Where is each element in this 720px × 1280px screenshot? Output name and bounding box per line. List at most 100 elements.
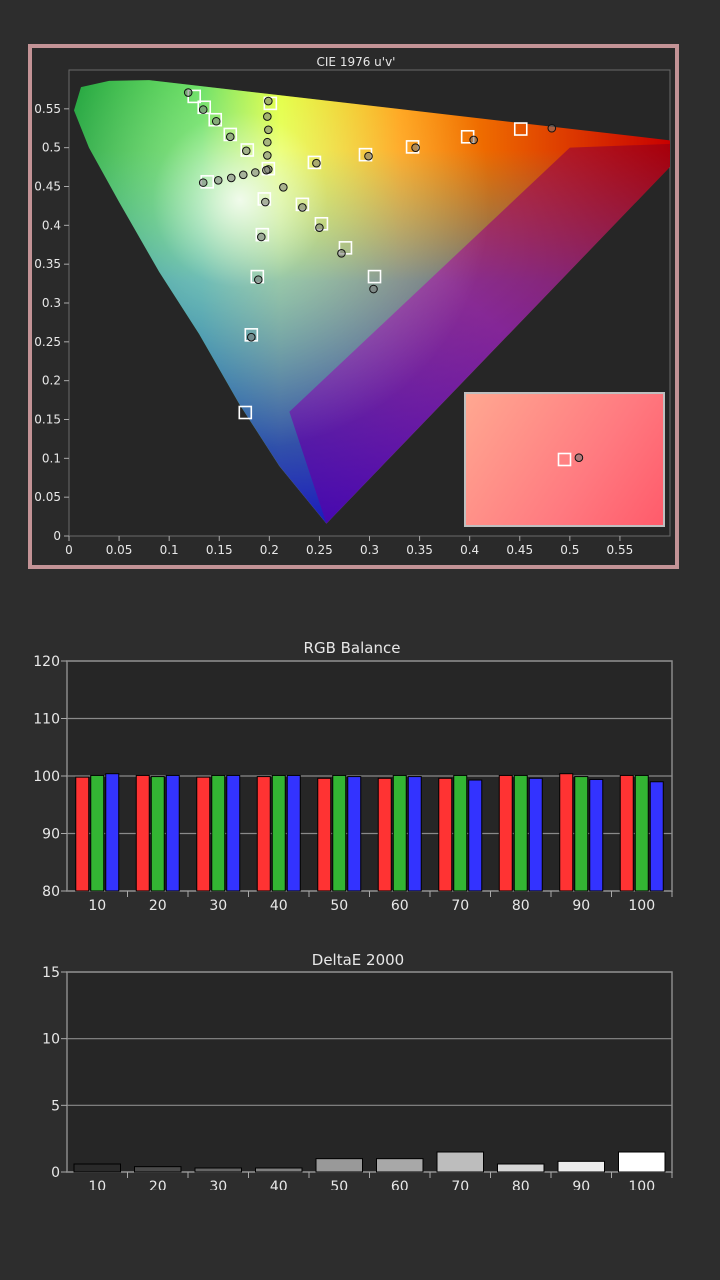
y-tick-label: 0 (51, 1165, 60, 1181)
y-tick-label: 100 (33, 769, 60, 785)
cie-y-tick: 0.05 (34, 490, 61, 504)
cie-x-tick: 0.35 (406, 543, 433, 557)
deltae-title: DeltaE 2000 (312, 951, 404, 969)
plot-area (66, 971, 673, 1173)
cie-y-tick: 0 (53, 529, 61, 543)
measured-point (369, 284, 378, 294)
cie-x-tick: 0.4 (460, 543, 479, 557)
bar (75, 776, 90, 892)
bar (271, 774, 286, 892)
target-square (208, 112, 223, 127)
bar (559, 773, 574, 892)
bar (135, 774, 150, 892)
x-tick-label: 90 (572, 898, 590, 914)
cie-y-tick: 0.55 (34, 102, 61, 116)
target-square (240, 143, 255, 157)
measured-point (211, 116, 221, 126)
cie-y-tick: 0.1 (42, 451, 61, 465)
cie-x-tick: 0.2 (260, 543, 279, 557)
cie-x-tick: 0.55 (607, 543, 634, 557)
measured-point (261, 197, 270, 207)
measured-point (198, 105, 208, 114)
cie-x-tick: 0.05 (106, 543, 133, 557)
bar (436, 1151, 484, 1173)
zoom-inset (464, 392, 665, 527)
measured-point (238, 170, 248, 180)
x-tick-label: 10 (88, 898, 106, 914)
x-tick-label: 70 (451, 898, 469, 914)
x-tick-label: 30 (209, 1179, 227, 1190)
bar (90, 774, 105, 892)
measured-point (241, 146, 251, 156)
y-tick-label: 80 (42, 884, 60, 900)
x-tick-label: 20 (149, 898, 167, 914)
bar (134, 1166, 182, 1173)
deltae-chart: DeltaE 2000 0 5 10 15 10 20 30 40 50 60 70 80 90 100 (42, 951, 673, 1190)
bar (589, 778, 604, 892)
bar (347, 776, 362, 892)
bar (196, 776, 211, 892)
bar (105, 773, 120, 892)
inset-measured-point (574, 453, 584, 463)
target-square (367, 269, 382, 284)
cie-y-tick: 0.45 (34, 180, 61, 194)
x-tick-label: 40 (270, 898, 288, 914)
bar (165, 774, 180, 892)
measured-point (315, 223, 324, 232)
measured-point (547, 123, 557, 133)
bar (194, 1167, 242, 1173)
measured-point (183, 88, 193, 97)
measured-point (198, 178, 208, 187)
y-tick-label: 10 (42, 1032, 60, 1048)
x-tick-label: 100 (628, 1179, 655, 1190)
measured-point (364, 151, 373, 161)
measured-point (469, 135, 478, 145)
rgb-balance-chart: RGB Balance 80 90 100 110 120 10 20 30 40 50 60 70 8… (33, 639, 673, 914)
bar (574, 776, 589, 892)
cie-y-tick: 0.2 (42, 374, 61, 388)
x-tick-label: 100 (628, 898, 655, 914)
measured-point (263, 137, 272, 147)
y-tick-label: 120 (33, 654, 60, 670)
bar (255, 1167, 303, 1173)
bar (634, 774, 649, 892)
bar (498, 774, 513, 892)
measured-point (312, 158, 321, 168)
rgb-title: RGB Balance (304, 639, 401, 657)
bar (528, 777, 543, 892)
bar (557, 1160, 605, 1173)
measured-point (264, 125, 273, 135)
bar (150, 776, 165, 892)
measured-point (279, 182, 288, 192)
y-tick-label: 5 (51, 1098, 60, 1114)
cie-y-tick: 0.3 (42, 296, 61, 310)
target-square (513, 122, 528, 136)
inset-target-square (557, 452, 572, 467)
y-tick-label: 110 (33, 712, 60, 728)
y-tick-label: 15 (42, 965, 60, 981)
measured-point (257, 232, 266, 242)
bar (256, 776, 271, 892)
x-tick-label: 80 (512, 1179, 530, 1190)
bar (376, 1158, 424, 1173)
measured-point (264, 96, 273, 106)
cie-x-tick: 0.3 (360, 543, 379, 557)
x-tick-label: 50 (330, 898, 348, 914)
bar (73, 1163, 121, 1173)
bar (211, 774, 226, 892)
x-tick-label: 30 (209, 898, 227, 914)
bar (392, 774, 407, 892)
measured-point (226, 173, 236, 183)
cie-x-tick: 0.1 (160, 543, 179, 557)
cie-x-tick: 0.15 (206, 543, 233, 557)
measured-point (263, 112, 272, 121)
measured-point (298, 203, 307, 212)
measured-point (254, 275, 263, 285)
bar (649, 781, 664, 892)
cie-y-tick: 0.5 (42, 141, 61, 155)
x-tick-label: 60 (391, 1179, 409, 1190)
measured-point (262, 165, 271, 175)
bar (407, 776, 422, 892)
cie-y-tick: 0.25 (34, 335, 61, 349)
cie-title: CIE 1976 u'v' (317, 55, 396, 69)
